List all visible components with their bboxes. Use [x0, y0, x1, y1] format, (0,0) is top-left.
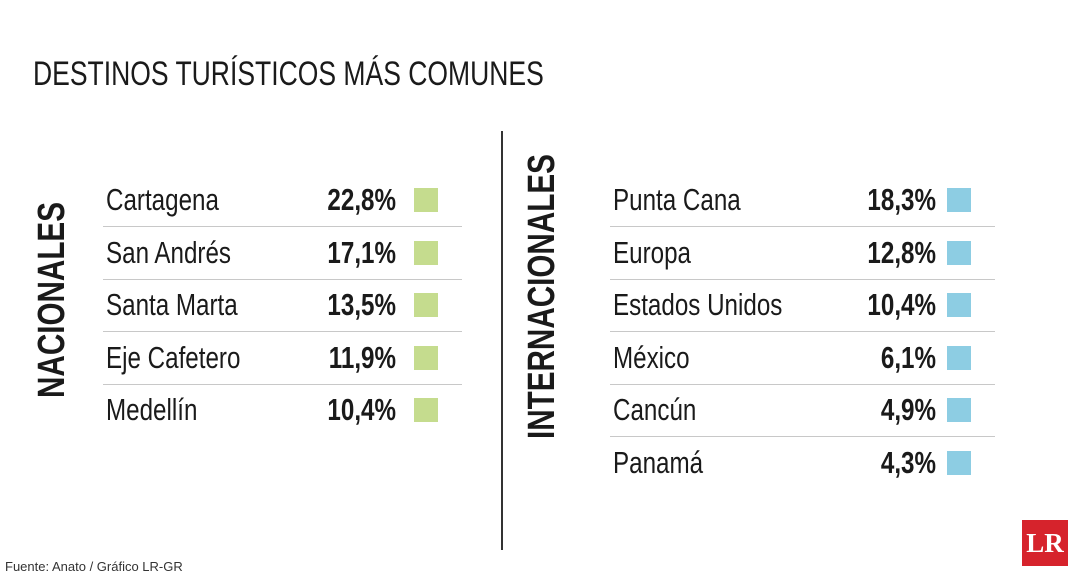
row-name: Punta Cana	[613, 182, 741, 217]
title: DESTINOS TURÍSTICOS MÁS COMUNES	[33, 55, 544, 93]
color-swatch	[947, 293, 971, 317]
row-value: 12,8%	[867, 234, 936, 270]
row-separator	[103, 331, 462, 332]
row-value: 11,9%	[328, 339, 396, 375]
section-label: NACIONALES	[31, 202, 73, 398]
color-swatch	[947, 240, 971, 265]
color-swatch	[414, 188, 438, 212]
row-separator	[610, 278, 995, 280]
color-swatch	[947, 450, 971, 475]
row-name: México	[613, 339, 690, 375]
color-swatch	[414, 345, 438, 370]
section-label: INTERNACIONALES	[521, 154, 563, 439]
row-value: 10,4%	[327, 392, 396, 427]
row-value: 22,8%	[327, 182, 396, 217]
row-separator	[610, 383, 995, 385]
row-value: 17,1%	[327, 234, 396, 270]
row-value: 4,3%	[880, 444, 936, 480]
color-swatch	[947, 398, 971, 422]
row-separator	[103, 278, 462, 280]
row-name: Santa Marta	[106, 287, 238, 322]
logo: LR	[1022, 520, 1068, 566]
row-name: Cartagena	[106, 182, 219, 217]
row-name: Eje Cafetero	[106, 339, 241, 375]
row-value: 4,9%	[880, 392, 936, 427]
divider	[501, 131, 503, 550]
row-value: 18,3%	[867, 182, 936, 217]
color-swatch	[947, 345, 971, 370]
row-separator	[103, 226, 462, 227]
row-separator	[610, 331, 995, 332]
row-separator	[610, 436, 995, 437]
row-name: Cancún	[613, 392, 697, 427]
row-separator	[103, 383, 462, 385]
row-name: Panamá	[613, 444, 704, 480]
row-name: Europa	[613, 234, 691, 270]
row-name: San Andrés	[106, 234, 232, 270]
color-swatch	[947, 188, 971, 212]
row-separator	[610, 226, 995, 227]
row-value: 6,1%	[880, 339, 936, 375]
row-value: 10,4%	[867, 287, 936, 322]
row-name: Estados Unidos	[613, 287, 783, 322]
row-name: Medellín	[106, 392, 198, 427]
color-swatch	[414, 293, 438, 317]
row-value: 13,5%	[327, 287, 396, 322]
color-swatch	[414, 240, 438, 265]
color-swatch	[414, 398, 438, 422]
